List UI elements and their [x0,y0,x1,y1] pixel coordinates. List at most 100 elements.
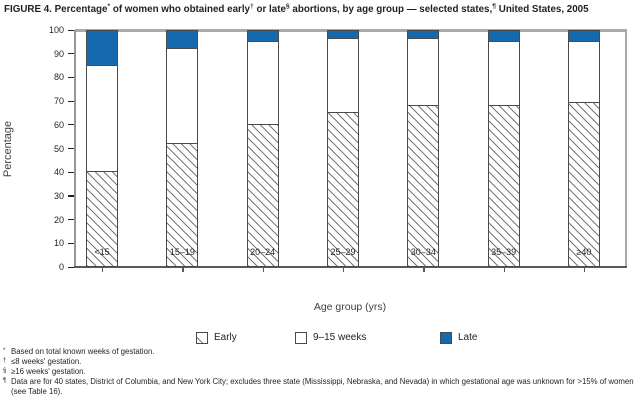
x-axis-tick-label: 15–19 [169,247,195,257]
bar-segment-early [407,106,440,267]
legend-label: Early [214,332,237,343]
footnote-marker: † [3,358,7,364]
legend-swatch-icon [295,331,307,344]
y-axis-tick [68,219,74,221]
footnote-text: ≤8 weeks' gestation. [11,357,82,366]
y-axis-tick-label: 20 [53,214,64,225]
bar-age-≥40 [567,30,600,267]
y-axis-tick-label: 0 [58,262,64,272]
y-axis-label: Percentage [2,120,14,178]
bar-segment-9-15-weeks [326,39,359,113]
title-text: or late [253,4,286,15]
bar-age-20–24 [246,30,279,267]
x-axis-tick-label: <15 [94,247,110,257]
bar-segment-late [246,30,279,42]
title-footnote-marker: † [250,3,254,10]
footnote: ¶ Data are for 40 states, District of Col… [3,377,638,397]
bar-segment-late [407,30,440,39]
footnote: † ≤8 weeks' gestation. [3,357,638,367]
bar-segment-9-15-weeks [246,42,279,125]
title-text: United States, 2005 [496,4,589,15]
y-axis-tick [68,242,74,244]
y-axis-tick-label: 30 [53,190,64,201]
y-axis-tick [68,124,74,126]
footnotes: * Based on total known weeks of gestation… [3,347,638,397]
plot-area [74,29,627,272]
title-text: abortions, by age group — selected state… [289,4,493,15]
x-axis-tick-label: 20–24 [250,247,276,257]
x-axis-tick [342,268,345,272]
x-axis-tick-label: ≥40 [576,247,592,257]
legend-item-late: Late [440,330,477,345]
legend-item-9-15-weeks: 9–15 weeks [295,330,366,345]
bar-age-30–34 [407,30,440,267]
x-axis-tick-label: 25–29 [330,247,356,257]
title-text: FIGURE 4. Percentage [4,4,108,15]
bar-segment-9-15-weeks [166,49,199,144]
bar-segment-9-15-weeks [407,39,440,106]
y-axis-tick-label: 50 [53,143,64,154]
y-axis-tick-label: 100 [48,25,64,35]
footnote-text: Based on total known weeks of gestation. [11,347,155,356]
footnote-marker: § [3,368,7,374]
bar-age-15–19 [166,30,199,267]
legend-item-early: Early [196,330,237,345]
bar-segment-late [166,30,199,49]
title-footnote-marker: § [285,3,290,10]
bar-segment-9-15-weeks [86,66,118,172]
title-text: of women who obtained early [110,4,251,15]
footnote-marker: ¶ [3,378,7,384]
bar-segment-early [86,172,118,267]
x-axis-tick [102,268,104,272]
y-axis-tick-label: 90 [53,48,64,59]
bar-segment-early [246,125,279,267]
bar-segment-early [166,144,199,267]
y-axis-tick [68,148,74,150]
legend-swatch-icon [196,331,208,344]
y-axis-tick [68,171,74,173]
y-axis-tick-label: 10 [53,238,64,249]
y-axis-tick [68,29,74,31]
plot-right-border [625,30,627,267]
y-axis-tick-label: 40 [53,167,64,178]
bar-segment-early [487,106,520,267]
bar-segment-late [487,30,520,42]
legend-label: Late [458,332,478,343]
footnote-text: ≥16 weeks' gestation. [11,367,86,376]
y-axis-tick [68,195,74,197]
y-axis-tick [68,53,74,55]
bar-segment-early [326,113,359,267]
title-footnote-marker: ¶ [492,3,497,10]
x-axis-tick [583,268,586,272]
legend-label: 9–15 weeks [313,332,367,343]
bar-age-35–39 [487,30,520,267]
bar-segment-early [567,103,600,267]
figure-title: FIGURE 4. Percentage* of women who obtai… [4,3,638,16]
y-axis-tick [68,76,74,79]
y-axis-tick-label: 60 [53,119,64,130]
x-axis-tick [503,268,505,272]
footnote: * Based on total known weeks of gestation… [3,347,638,357]
y-axis-tick [68,266,74,268]
x-axis-tick-label: 35–39 [491,247,517,257]
legend-swatch-icon [440,331,452,344]
y-axis-tick-label: 80 [53,72,64,83]
y-axis-tick [68,100,74,102]
x-axis-tick-label: 30–34 [410,247,436,257]
x-axis-tick [423,268,425,272]
bar-segment-9-15-weeks [567,42,600,103]
bar-segment-9-15-weeks [487,42,520,106]
bar-age-<15 [86,30,118,267]
y-axis-tick-label: 70 [53,96,64,107]
title-footnote-marker: * [107,3,111,10]
bar-segment-late [86,30,118,66]
bar-segment-late [326,30,359,39]
bar-segment-late [567,30,600,42]
footnote-marker: * [3,348,6,354]
footnote: § ≥16 weeks' gestation. [3,367,638,377]
x-axis-tick [182,268,184,272]
bar-age-25–29 [326,30,359,267]
footnote-text: Data are for 40 states, District of Colu… [11,377,634,396]
x-axis-title: Age group (yrs) [313,301,387,313]
